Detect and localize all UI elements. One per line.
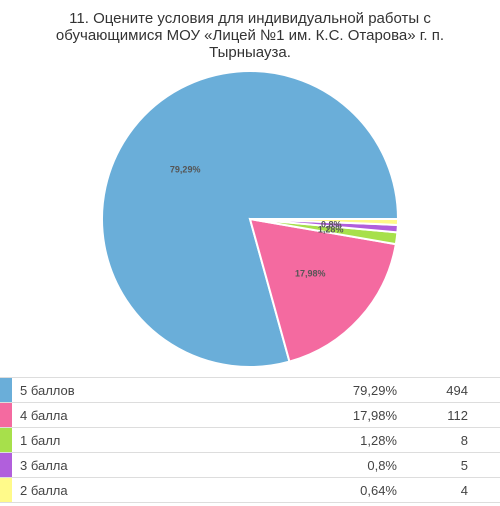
- legend-name: 4 балла: [20, 407, 68, 423]
- legend-row: 3 балла 0,8% 5: [0, 452, 500, 478]
- legend-swatch-cell: [0, 453, 12, 478]
- slice-label-2: 1,28%: [318, 225, 344, 235]
- slice-label-1: 17,98%: [295, 269, 326, 279]
- legend-row: 2 балла 0,64% 4: [0, 477, 500, 503]
- legend-table: 5 баллов 79,29% 494 4 балла 17,98% 112 1 балл 1…: [0, 377, 500, 503]
- legend-row: 1 балл 1,28% 8: [0, 427, 500, 453]
- legend-swatch: [0, 453, 12, 477]
- legend-count: 4: [460, 482, 468, 498]
- legend-swatch-cell: [0, 428, 12, 453]
- legend-swatch-cell: [0, 478, 12, 503]
- pie-slice-1[interactable]: [248, 217, 397, 363]
- legend-percent: 0,8%: [367, 457, 397, 473]
- legend-count: 5: [460, 457, 468, 473]
- legend-name: 5 баллов: [20, 382, 75, 398]
- legend-swatch-cell: [0, 403, 12, 428]
- legend-row: 4 балла 17,98% 112: [0, 402, 500, 428]
- slice-label-0: 79,29%: [170, 165, 201, 175]
- legend-count: 8: [460, 432, 468, 448]
- legend-percent: 0,64%: [360, 482, 397, 498]
- legend-row: 5 баллов 79,29% 494: [0, 377, 500, 403]
- pie-slice-4[interactable]: [249, 218, 400, 226]
- chart-title: 11. Оцените условия для индивидуальной р…: [55, 10, 445, 61]
- legend-percent: 79,29%: [352, 382, 397, 398]
- legend-percent: 17,98%: [352, 407, 397, 423]
- legend-swatch: [0, 378, 12, 402]
- legend-swatch: [0, 478, 12, 502]
- legend-swatch: [0, 403, 12, 427]
- legend-count: 112: [447, 407, 468, 423]
- legend-name: 3 балла: [20, 457, 68, 473]
- legend-swatch-cell: [0, 378, 12, 403]
- legend-count: 494: [446, 382, 468, 398]
- slice-label-3: 0,8%: [321, 219, 342, 229]
- legend-percent: 1,28%: [360, 432, 397, 448]
- legend-name: 2 балла: [20, 482, 68, 498]
- legend-name: 1 балл: [20, 432, 61, 448]
- legend-swatch: [0, 428, 12, 452]
- pie-chart: 79,29% 17,98% 1,28%0,8%: [101, 70, 400, 369]
